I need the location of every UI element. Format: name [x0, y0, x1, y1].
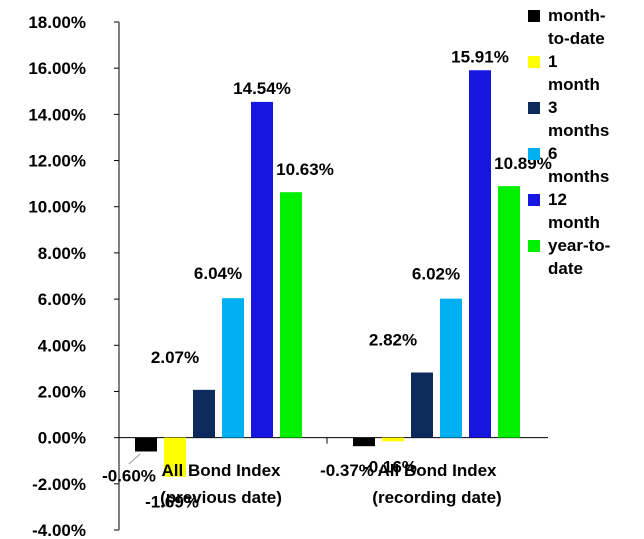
data-label: 2.07%	[151, 348, 199, 367]
bar	[251, 101, 273, 438]
bar	[280, 192, 302, 438]
bar	[353, 437, 375, 447]
data-label: 14.54%	[233, 79, 291, 98]
category-labels: All Bond Index (previous date) All Bond In…	[160, 461, 502, 507]
bar	[135, 437, 157, 452]
bar	[164, 437, 186, 477]
data-label: -0.60%	[102, 466, 156, 485]
y-tick-label: -2.00%	[32, 475, 86, 494]
y-tick-label: 8.00%	[38, 244, 86, 263]
legend-swatch	[528, 56, 540, 68]
y-tick-label: 16.00%	[28, 59, 86, 78]
legend-swatch	[528, 148, 540, 160]
data-label: -1.69%	[145, 493, 199, 512]
legend-label: 1 month	[548, 52, 600, 94]
bar	[440, 298, 462, 438]
category-label: All Bond Index (previous date)	[160, 461, 282, 507]
y-tick-label: 6.00%	[38, 290, 86, 309]
legend-swatch	[528, 240, 540, 252]
y-tick-label: 12.00%	[28, 152, 86, 171]
legend-item: 3 months	[526, 96, 642, 142]
legend-label: year-to-date	[548, 236, 611, 278]
legend-item: year-to-date	[526, 234, 642, 280]
data-label: 15.91%	[451, 47, 509, 66]
legend-label: 12 month	[548, 190, 600, 232]
bar	[382, 437, 404, 442]
legend-swatch	[528, 194, 540, 206]
data-label: -0.16%	[363, 457, 417, 476]
legend-label: month-to-date	[548, 6, 606, 48]
legend-item: 6 months	[526, 142, 642, 188]
data-label: 2.82%	[369, 331, 417, 350]
legend-item: month-to-date	[526, 4, 642, 50]
data-label: 10.63%	[276, 160, 334, 179]
data-label: 6.02%	[412, 265, 460, 284]
data-labels: -0.60% -1.69% 2.07% 6.04% 14.54% 10.63% -0.37%…	[102, 47, 552, 511]
bar	[411, 372, 433, 438]
y-tick-label: 14.00%	[28, 105, 86, 124]
y-tick-label: 18.00%	[28, 13, 86, 32]
label-leader-line	[128, 453, 141, 465]
legend-item: 12 month	[526, 188, 642, 234]
legend-swatch	[528, 102, 540, 114]
data-label: 6.04%	[194, 264, 242, 283]
y-tick-label: 10.00%	[28, 198, 86, 217]
legend-label: 3 months	[548, 98, 610, 140]
legend-label: 6 months	[548, 144, 610, 186]
legend-item: 1 month	[526, 50, 642, 96]
bar	[222, 298, 244, 438]
y-tick-label: 4.00%	[38, 336, 86, 355]
legend: month-to-date 1 month 3 months 6 months 12 month…	[526, 4, 642, 280]
y-axis: 18.00% 16.00% 14.00% 12.00% 10.00% 8.00% 6.00%…	[28, 13, 548, 539]
legend-swatch	[528, 10, 540, 22]
data-label: -0.37%	[320, 461, 374, 480]
bar	[193, 389, 215, 438]
bars	[135, 70, 520, 477]
y-tick-label: -4.00%	[32, 521, 86, 539]
bar	[469, 70, 491, 438]
y-tick-label: 2.00%	[38, 382, 86, 401]
y-tick-label: 0.00%	[38, 429, 86, 448]
bar	[498, 186, 520, 438]
category-label: All Bond Index (recording date)	[372, 461, 501, 507]
